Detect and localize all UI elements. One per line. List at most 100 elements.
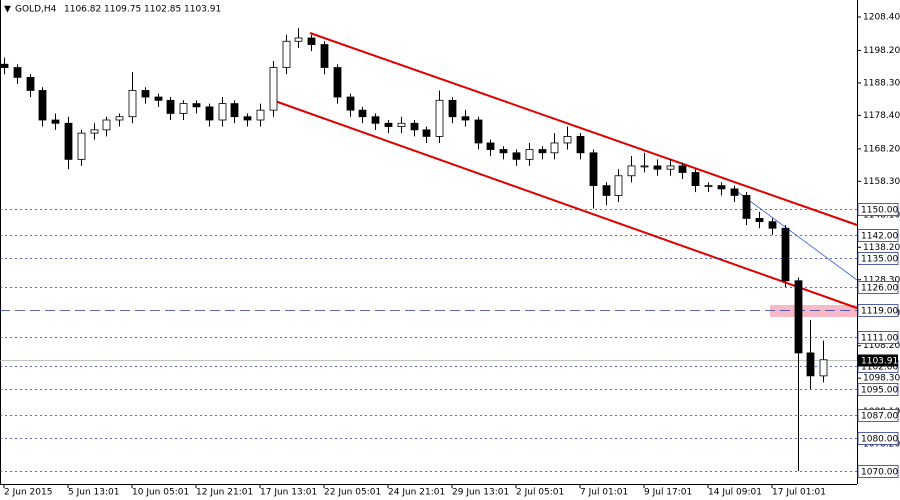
x-tick-label: 12 Jun 21:01 (196, 488, 253, 498)
candle-body (627, 165, 636, 177)
level-label: 1095.00 (861, 386, 898, 396)
candle-body (38, 90, 47, 121)
level-label: 1126.00 (861, 284, 898, 294)
candle-body (358, 109, 367, 118)
candle-body (742, 195, 751, 219)
y-tick-label: 1188.30 (863, 78, 900, 88)
channel-lower (271, 99, 858, 309)
level-box (857, 432, 899, 445)
level-label: 1087.00 (861, 412, 898, 422)
candle-body (128, 90, 137, 118)
candle-body (602, 185, 611, 196)
candle-body (448, 99, 457, 118)
candle-body (269, 67, 278, 111)
candle-body (243, 116, 252, 121)
x-tick-label: 9 Jul 17:01 (644, 488, 692, 498)
candle-body (282, 40, 291, 68)
level-label: 1080.00 (861, 435, 898, 445)
candle-body (410, 122, 419, 131)
candle-body (730, 188, 739, 196)
candle-body (819, 359, 828, 377)
candle-body (179, 103, 188, 114)
candle-body (192, 103, 201, 108)
y-tick-label: 1128.30 (863, 275, 900, 285)
level-label: 1142.00 (861, 232, 898, 242)
level-label: 1119.00 (861, 307, 898, 317)
candle-body (486, 142, 495, 150)
y-tick-label: 1138.20 (863, 243, 900, 253)
y-tick-label: 1098.30 (863, 374, 900, 384)
candle-body (640, 165, 649, 168)
candle-body (307, 37, 316, 45)
level-box (857, 203, 899, 216)
current-price-label: 1103.91 (861, 357, 898, 367)
candle-body (346, 96, 355, 111)
level-label: 1111.00 (861, 334, 898, 344)
candle-body (538, 149, 547, 154)
level-label: 1070.00 (861, 468, 898, 478)
candle-body (294, 37, 303, 42)
level-box (857, 229, 899, 242)
candle-body (768, 221, 777, 229)
candle-body (794, 280, 803, 354)
x-tick-label: 17 Jul 01:01 (772, 488, 826, 498)
candle-body (384, 122, 393, 127)
ohlc-value: 1103.91 (184, 5, 221, 15)
y-tick-label: 1108.20 (863, 341, 900, 351)
x-tick-label: 22 Jun 05:01 (324, 488, 381, 498)
x-tick-label: 14 Jul 09:01 (708, 488, 762, 498)
candle-body (474, 119, 483, 144)
candle-body (704, 185, 713, 188)
x-tick-label: 17 Jun 13:01 (260, 488, 317, 498)
candle-body (512, 152, 521, 160)
current-price-box (858, 354, 898, 367)
level-box (857, 383, 899, 396)
level-box (857, 331, 899, 344)
ohlc-header: 1106.82 1109.75 1102.85 1103.91 (64, 5, 221, 15)
level-label: 1150.00 (861, 206, 898, 216)
candle-body (90, 129, 99, 134)
candle-body (589, 152, 598, 187)
candle-body (435, 99, 444, 137)
trend-line (734, 189, 858, 281)
candle-body (678, 165, 687, 173)
candle-body (422, 129, 431, 137)
level-label: 1135.00 (861, 255, 898, 265)
symbol: GOLD,H4 (15, 5, 57, 15)
candle-body (653, 165, 662, 170)
y-tick-label: 1208.40 (863, 12, 900, 22)
candle-body (563, 136, 572, 144)
candle-body (397, 122, 406, 127)
x-tick-label: 10 Jun 05:01 (132, 488, 189, 498)
y-tick-label: 1168.20 (863, 144, 900, 154)
x-tick-label: 2 Jun 2015 (4, 488, 52, 498)
candle-body (755, 218, 764, 223)
candle-body (166, 99, 175, 114)
candle-body (499, 149, 508, 154)
level-label: 1102.00 (861, 363, 898, 373)
candle-body (666, 165, 675, 170)
level-box (857, 281, 899, 294)
channel-upper (309, 32, 858, 226)
ohlc-value: 1109.75 (104, 5, 141, 15)
menu-arrow[interactable]: ▼ (4, 5, 11, 15)
candle-body (77, 132, 86, 160)
candle-body (614, 175, 623, 196)
candle-body (141, 90, 150, 98)
resistance-zone (770, 305, 857, 317)
candle-body (102, 119, 111, 131)
candle-body (461, 116, 470, 121)
ohlc-value: 1102.85 (144, 5, 181, 15)
y-tick-label: 1198.20 (863, 46, 900, 56)
ohlc-value: 1106.82 (64, 5, 101, 15)
x-tick-label: 24 Jun 21:01 (388, 488, 445, 498)
candle-body (691, 172, 700, 187)
candle-body (371, 116, 380, 124)
candle-body (64, 122, 73, 160)
candle-body (26, 76, 35, 91)
candle-body (320, 44, 329, 68)
candle-body (154, 96, 163, 101)
level-box (857, 409, 899, 422)
